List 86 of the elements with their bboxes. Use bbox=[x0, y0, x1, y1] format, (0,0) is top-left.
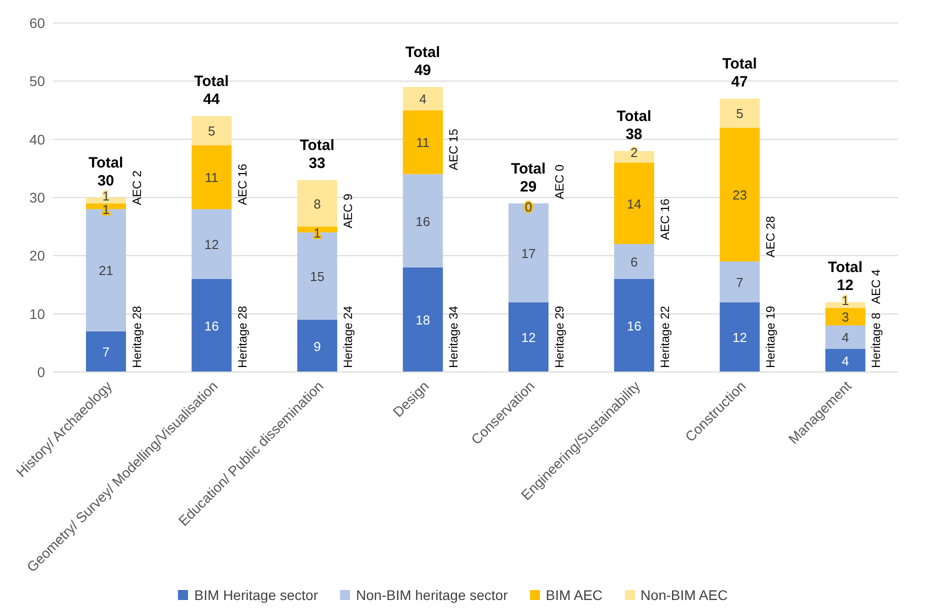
bar bbox=[192, 278, 232, 372]
total-label: Total 47 bbox=[722, 56, 757, 91]
total-label: Total 33 bbox=[300, 137, 334, 172]
data-label: 18 bbox=[416, 312, 430, 328]
annotation: Heritage 24 bbox=[341, 306, 356, 368]
y-tick-label: 20 bbox=[29, 248, 46, 264]
data-label: 21 bbox=[98, 263, 114, 278]
data-label: 6 bbox=[630, 254, 638, 270]
data-label: 14 bbox=[626, 196, 642, 212]
y-tick-label: 40 bbox=[29, 131, 46, 148]
bar bbox=[720, 261, 760, 302]
data-label: 7 bbox=[736, 274, 744, 290]
total-label: Total 44 bbox=[194, 73, 229, 108]
bar bbox=[614, 162, 654, 244]
annotation: Heritage 19 bbox=[764, 306, 778, 368]
annotation: AEC 15 bbox=[446, 128, 461, 170]
y-tick-label: 10 bbox=[29, 306, 46, 322]
data-label: 23 bbox=[732, 188, 747, 203]
data-label: 1 bbox=[102, 188, 110, 204]
total-label: Total 12 bbox=[828, 259, 863, 294]
bar bbox=[192, 209, 232, 279]
bar bbox=[720, 98, 760, 128]
data-label: 9 bbox=[314, 338, 321, 354]
data-label: 1 bbox=[842, 293, 849, 308]
bar bbox=[86, 331, 126, 372]
data-label: 16 bbox=[626, 318, 642, 334]
annotation: AEC 4 bbox=[869, 269, 884, 304]
data-label: 2 bbox=[630, 144, 638, 160]
legend-label: BIM Heritage sector bbox=[193, 587, 318, 603]
total-label: Total 30 bbox=[88, 154, 124, 190]
data-label: 12 bbox=[732, 330, 747, 346]
data-label: 4 bbox=[419, 92, 426, 107]
data-label: 5 bbox=[736, 106, 744, 122]
data-label: 12 bbox=[204, 237, 219, 252]
annotation: AEC 16 bbox=[658, 198, 672, 240]
data-label: 8 bbox=[314, 196, 321, 212]
bar bbox=[297, 320, 338, 372]
bar bbox=[192, 116, 232, 146]
legend-label: Non-BIM heritage sector bbox=[355, 587, 508, 603]
y-tick-label: 60 bbox=[29, 14, 46, 31]
bar bbox=[402, 110, 443, 174]
data-label: 11 bbox=[204, 170, 218, 186]
data-label: 16 bbox=[204, 318, 219, 334]
data-label: 12 bbox=[521, 330, 536, 346]
data-label: 16 bbox=[416, 214, 430, 229]
bar bbox=[720, 302, 760, 372]
legend-label: BIM AEC bbox=[544, 587, 603, 603]
bar bbox=[192, 145, 232, 210]
bar bbox=[614, 278, 654, 372]
annotation: Heritage 28 bbox=[235, 306, 250, 368]
total-label: Total 38 bbox=[616, 108, 652, 143]
annotation: Heritage 22 bbox=[658, 306, 672, 368]
total-label: Total 49 bbox=[405, 44, 440, 79]
annotation: AEC 9 bbox=[341, 193, 356, 228]
bar bbox=[402, 86, 443, 110]
y-tick-label: 0 bbox=[37, 364, 46, 380]
data-label: 4 bbox=[842, 353, 849, 368]
data-label: 4 bbox=[842, 330, 849, 346]
annotation: AEC 28 bbox=[764, 216, 778, 258]
data-label: 15 bbox=[310, 269, 324, 284]
legend-label: Non-BIM AEC bbox=[640, 587, 728, 603]
data-label: 5 bbox=[208, 124, 216, 139]
y-tick-label: 50 bbox=[29, 73, 46, 90]
data-label: 0 bbox=[524, 199, 532, 214]
bar bbox=[508, 302, 548, 372]
bar bbox=[402, 267, 443, 372]
bar bbox=[825, 325, 866, 349]
total-label: Total 29 bbox=[510, 160, 546, 196]
bar bbox=[614, 244, 654, 279]
bar bbox=[825, 348, 866, 372]
annotation: AEC 16 bbox=[235, 163, 250, 206]
bar bbox=[402, 174, 443, 268]
bar bbox=[508, 203, 548, 302]
data-label: 7 bbox=[102, 344, 110, 360]
bar bbox=[297, 180, 338, 227]
data-label: 3 bbox=[842, 310, 849, 325]
annotation: AEC 0 bbox=[552, 164, 566, 200]
annotation: Heritage 28 bbox=[130, 306, 144, 368]
bar bbox=[720, 128, 760, 262]
annotation: Heritage 8 bbox=[869, 312, 884, 368]
annotation: AEC 2 bbox=[130, 170, 144, 206]
data-label: 11 bbox=[416, 135, 430, 150]
data-label: 17 bbox=[521, 246, 536, 261]
annotation: Heritage 34 bbox=[446, 306, 461, 368]
annotation: Heritage 29 bbox=[552, 306, 566, 368]
y-tick-label: 30 bbox=[29, 189, 46, 206]
